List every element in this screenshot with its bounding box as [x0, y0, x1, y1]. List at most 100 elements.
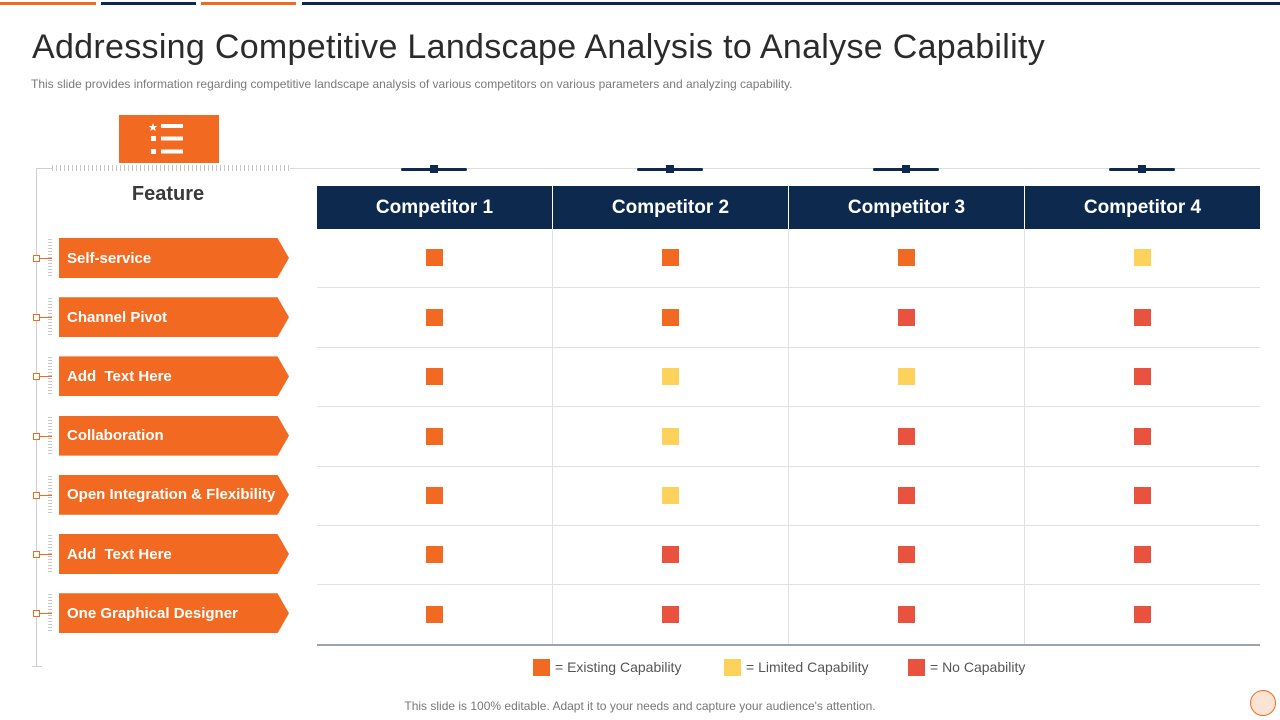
competitor-2-connector — [637, 165, 703, 173]
feature-column-header: Feature — [131, 183, 205, 205]
capability-cell — [552, 525, 789, 586]
top-accent-bar-2 — [101, 2, 196, 5]
top-accent-bar-4 — [302, 2, 1280, 5]
feature-marker — [33, 491, 40, 499]
table-row — [317, 347, 1260, 408]
competitor-3-connector — [873, 165, 939, 173]
capability-limited-indicator — [662, 487, 679, 505]
capability-cell — [317, 584, 553, 646]
legend-none: = No Capability — [908, 658, 1025, 676]
table-row — [317, 406, 1260, 467]
capability-cell — [1024, 584, 1260, 646]
capability-none-indicator — [898, 546, 915, 564]
feature-label: Add Text Here — [59, 534, 289, 574]
feature-marker-line — [40, 376, 52, 378]
capability-none-indicator — [1134, 308, 1151, 326]
capability-table: Competitor 1 Competitor 2 Competitor 3 Comp… — [317, 186, 1260, 646]
feature-marker-line — [40, 494, 52, 496]
capability-existing-indicator — [426, 605, 443, 623]
legend-swatch-none — [908, 658, 925, 676]
capability-cell — [788, 584, 1025, 646]
capability-cell — [552, 287, 789, 348]
capability-cell — [552, 229, 789, 289]
capability-existing-indicator — [662, 249, 679, 267]
feature-marker-line — [40, 554, 52, 555]
capability-cell — [317, 229, 553, 289]
capability-cell — [317, 287, 553, 348]
competitor-header-row: Competitor 1 Competitor 2 Competitor 3 Comp… — [317, 186, 1260, 229]
top-accent-bar-1 — [0, 2, 96, 5]
capability-cell — [552, 406, 789, 467]
legend-swatch-limited — [724, 658, 741, 676]
table-row — [317, 229, 1260, 289]
capability-cell — [788, 466, 1025, 526]
legend-existing-label: = Existing Capability — [555, 659, 682, 675]
legend-limited: = Limited Capability — [724, 658, 869, 676]
legend-swatch-existing — [533, 658, 550, 676]
capability-cell — [788, 347, 1025, 408]
feature-marker — [33, 373, 40, 381]
capability-cell — [1024, 466, 1260, 526]
capability-limited-indicator — [898, 368, 915, 386]
capability-cell — [552, 584, 789, 646]
feature-marker-line — [40, 613, 52, 615]
capability-cell — [552, 347, 789, 408]
feature-label: Collaboration — [59, 415, 289, 456]
feature-marker — [33, 610, 40, 618]
legend-none-label: = No Capability — [930, 659, 1026, 675]
competitor-header: Competitor 3 — [788, 186, 1025, 229]
capability-cell — [317, 466, 553, 526]
table-row — [317, 525, 1260, 586]
capability-none-indicator — [1134, 427, 1151, 445]
capability-cell — [788, 229, 1025, 289]
legend-existing: = Existing Capability — [533, 658, 681, 676]
feature-timeline-line — [36, 168, 37, 666]
feature-label: Self-service — [59, 238, 289, 278]
capability-cell — [1024, 347, 1260, 408]
header-divider — [290, 168, 1260, 169]
capability-none-indicator — [1134, 546, 1151, 564]
feature-label: Open Integration & Flexibility — [59, 474, 289, 515]
capability-existing-indicator — [662, 308, 679, 326]
capability-cell — [788, 525, 1025, 586]
top-accent-bar-3 — [201, 2, 296, 5]
competitor-1-connector — [401, 165, 467, 173]
feature-marker-line — [40, 258, 52, 259]
capability-existing-indicator — [426, 546, 443, 564]
capability-none-indicator — [898, 427, 915, 445]
capability-cell — [1024, 406, 1260, 467]
competitor-header: Competitor 4 — [1024, 186, 1260, 229]
capability-existing-indicator — [426, 368, 443, 386]
capability-cell — [788, 287, 1025, 348]
footer-note: This slide is 100% editable. Adapt it to… — [404, 699, 876, 713]
feature-marker — [33, 551, 40, 558]
timeline-bottom-cap — [32, 666, 42, 667]
capability-none-indicator — [662, 546, 679, 564]
list-with-star-icon — [149, 123, 183, 154]
capability-cell — [788, 406, 1025, 467]
capability-limited-indicator — [662, 368, 679, 386]
capability-none-indicator — [1134, 487, 1151, 505]
capability-existing-indicator — [426, 249, 443, 267]
capability-none-indicator — [662, 605, 679, 623]
capability-cell — [1024, 287, 1260, 348]
table-row — [317, 584, 1260, 646]
capability-cell — [1024, 229, 1260, 289]
capability-table-body — [317, 229, 1260, 646]
table-row — [317, 287, 1260, 348]
feature-marker — [33, 255, 40, 262]
feature-marker-line — [40, 317, 52, 319]
capability-limited-indicator — [1134, 249, 1151, 267]
competitor-header: Competitor 2 — [552, 186, 789, 229]
page-subtitle: This slide provides information regardin… — [31, 77, 793, 91]
feature-label: Add Text Here — [59, 356, 289, 397]
capability-existing-indicator — [898, 249, 915, 267]
capability-cell — [552, 466, 789, 526]
timeline-top-cap — [36, 168, 52, 169]
feature-marker-line — [40, 435, 52, 437]
capability-none-indicator — [898, 487, 915, 505]
page-title: Addressing Competitive Landscape Analysi… — [32, 28, 1046, 66]
feature-marker — [33, 432, 40, 440]
capability-existing-indicator — [426, 487, 443, 505]
page-indicator — [1250, 690, 1276, 716]
